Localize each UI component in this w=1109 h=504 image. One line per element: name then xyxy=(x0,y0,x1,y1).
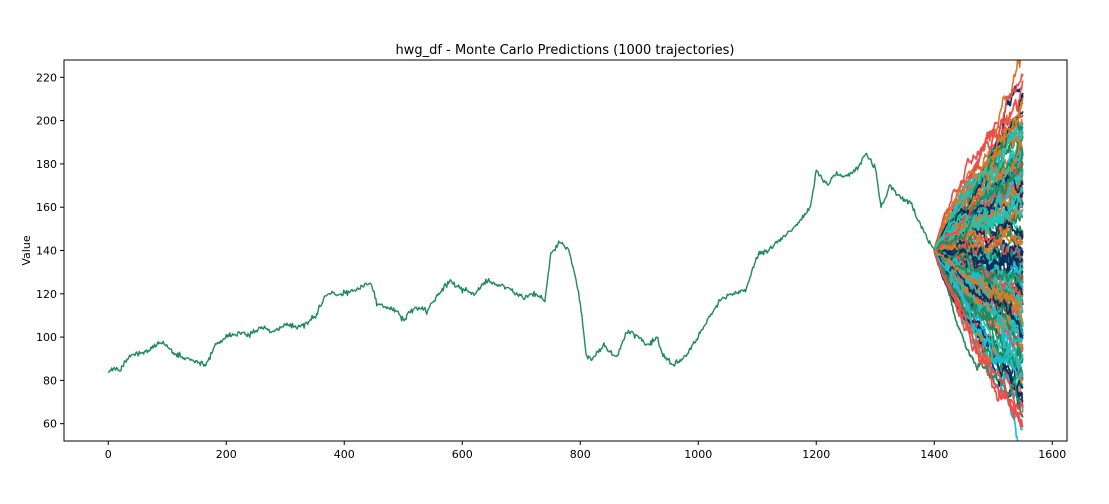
simulation-trajectory xyxy=(933,166,1024,251)
chart-title: hwg_df - Monte Carlo Predictions (1000 t… xyxy=(396,43,735,58)
y-tick-label: 80 xyxy=(43,374,57,387)
simulation-trajectory xyxy=(933,250,1024,340)
simulation-trajectory xyxy=(933,229,1024,259)
simulation-trajectory xyxy=(933,250,1024,427)
y-axis-label: Value xyxy=(20,235,33,265)
simulation-trajectory xyxy=(933,250,1024,418)
simulation-trajectory xyxy=(933,161,1024,252)
simulation-trajectory xyxy=(933,250,1024,364)
plot-frame xyxy=(63,59,1068,442)
x-axis: 0 200 400 600 800 1000 1200 1400 1600 xyxy=(105,441,1066,461)
history-series-line xyxy=(107,152,935,374)
simulation-trajectory xyxy=(933,129,1024,251)
y-tick-label: 100 xyxy=(36,331,57,344)
simulation-trajectory xyxy=(933,247,1024,274)
x-tick-label: 0 xyxy=(105,448,112,461)
y-tick-label: 200 xyxy=(36,115,57,128)
x-tick-label: 1000 xyxy=(684,448,712,461)
x-tick-label: 400 xyxy=(334,448,355,461)
simulation-trajectory xyxy=(933,180,1024,252)
y-tick-label: 180 xyxy=(36,158,57,171)
x-tick-label: 1600 xyxy=(1038,448,1066,461)
y-axis: 60 80 100 120 140 160 180 200 220 xyxy=(36,71,64,431)
simulation-trajectory xyxy=(933,162,1024,251)
x-tick-label: 800 xyxy=(570,448,591,461)
y-tick-label: 160 xyxy=(36,201,57,214)
simulation-trajectory xyxy=(933,250,1024,372)
y-tick-label: 140 xyxy=(36,245,57,258)
simulation-trajectory xyxy=(933,249,1024,324)
plot-area xyxy=(107,60,1024,441)
x-tick-label: 200 xyxy=(216,448,237,461)
y-tick-label: 120 xyxy=(36,288,57,301)
y-tick-label: 60 xyxy=(43,418,57,431)
x-tick-label: 1400 xyxy=(920,448,948,461)
simulation-trajectory xyxy=(933,235,1024,264)
x-tick-label: 600 xyxy=(452,448,473,461)
x-tick-label: 1200 xyxy=(802,448,830,461)
y-tick-label: 220 xyxy=(36,71,57,84)
